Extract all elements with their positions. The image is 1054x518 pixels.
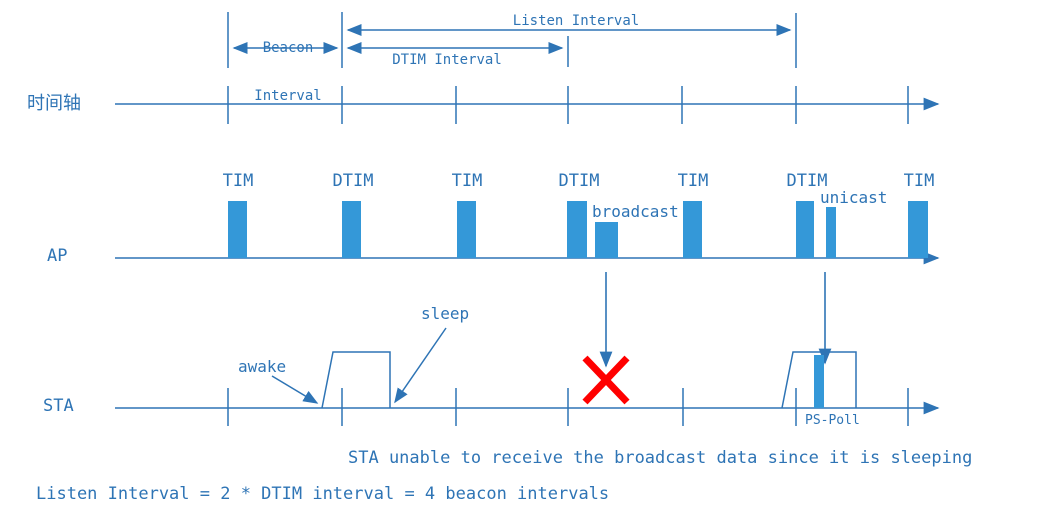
broadcast-frame-bar: [595, 222, 618, 258]
interval-guide-lines: [227, 12, 797, 68]
awake-label: awake: [238, 357, 287, 376]
beacon-interval-label: Beacon Interval: [254, 8, 321, 137]
awake-pulse-1: [321, 351, 391, 409]
beacon-label-dtim-2: DTIM: [558, 171, 600, 191]
unicast-label: unicast: [820, 188, 888, 207]
tim-bar-1: [228, 201, 247, 258]
beacon-label-dtim-1: DTIM: [332, 171, 374, 191]
sleep-pointer-arrow: [394, 327, 447, 404]
awake-pointer-arrow: [271, 375, 319, 404]
ps-poll-label: PS-Poll: [805, 413, 860, 428]
beacon-label-tim-4: TIM: [903, 171, 935, 191]
ps-poll-bar: [814, 355, 824, 408]
beacon-label-tim-3: TIM: [677, 171, 709, 191]
beacon-label-tim-1: TIM: [222, 171, 254, 191]
broadcast-label: broadcast: [592, 202, 679, 221]
sleep-label: sleep: [421, 304, 470, 323]
listen-interval-label: Listen Interval: [512, 13, 640, 29]
beacon-label-tim-2: TIM: [451, 171, 483, 191]
dtim-interval-label: DTIM Interval: [392, 52, 502, 68]
ap-beacon-bars: [228, 201, 928, 258]
timeline-axis-label: 时间轴: [27, 93, 81, 114]
dtim-bar-2: [567, 201, 587, 258]
dtim-bar-1: [342, 201, 361, 258]
beacon-label-dtim-3: DTIM: [786, 171, 828, 191]
unicast-frame-bar: [826, 207, 836, 258]
ap-axis-label: AP: [47, 246, 68, 266]
beacon-interval-line2: Interval: [254, 88, 322, 105]
timeline-ticks: [227, 86, 909, 124]
red-cross-icon: [582, 355, 630, 405]
tim-bar-3: [683, 201, 702, 258]
tim-bar-2: [457, 201, 476, 258]
sta-axis-label: STA: [43, 396, 74, 416]
formula-caption: Listen Interval = 2 * DTIM interval = 4 …: [36, 484, 610, 504]
tim-bar-4: [908, 201, 928, 258]
sta-ticks: [227, 388, 909, 426]
awake-pulse-2: [781, 351, 857, 409]
beacon-interval-line1: Beacon: [262, 40, 314, 57]
note-caption: STA unable to receive the broadcast data…: [348, 448, 973, 468]
dtim-bar-3: [796, 201, 814, 258]
